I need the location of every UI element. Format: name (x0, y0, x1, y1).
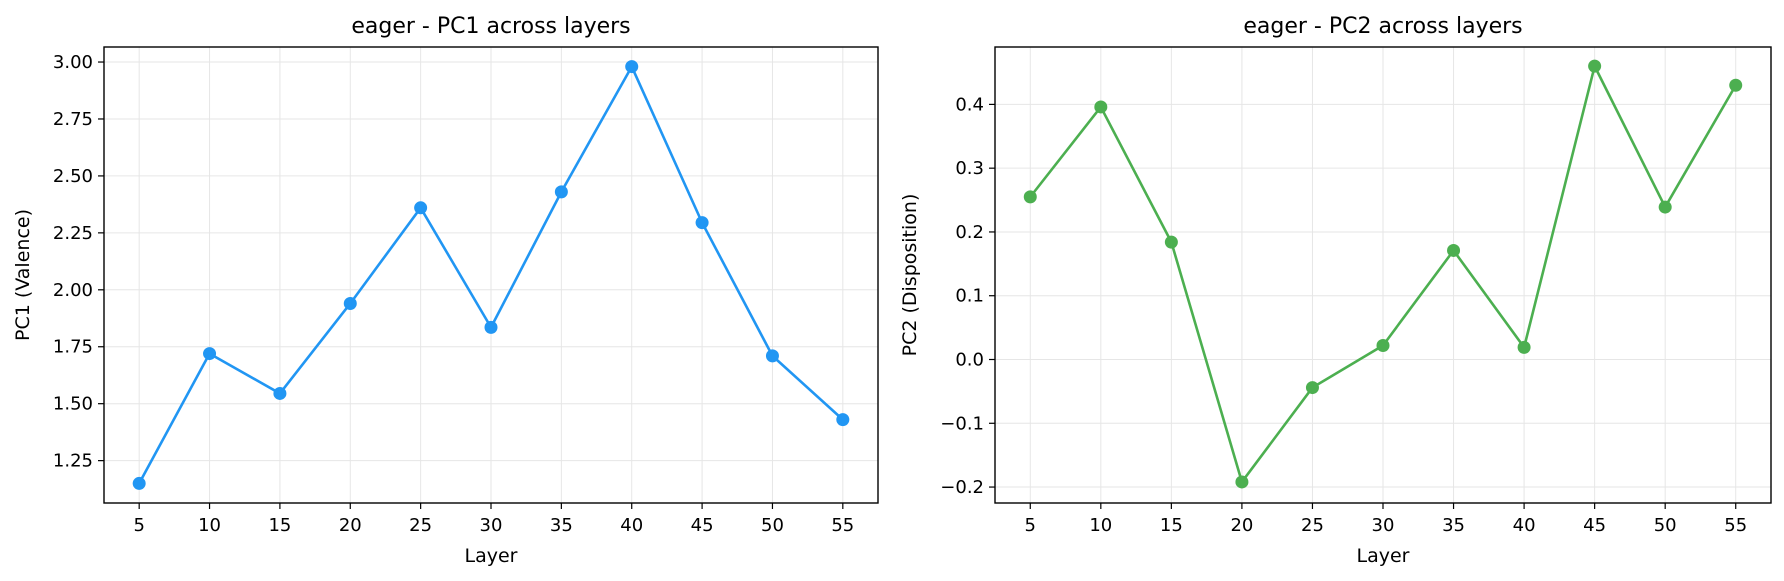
grid (104, 47, 878, 503)
x-tick-label: 30 (1372, 515, 1395, 536)
data-point (273, 386, 287, 400)
data-point (484, 320, 498, 334)
y-tick-label: −0.1 (940, 413, 984, 434)
x-axis-label: Layer (1357, 545, 1410, 567)
x-tick-label: 40 (620, 515, 643, 536)
x-tick-label: 15 (268, 515, 291, 536)
x-tick-label: 15 (1160, 515, 1183, 536)
y-tick-label: 1.75 (53, 337, 93, 358)
y-tick-label: 2.00 (53, 280, 93, 301)
data-point (343, 296, 357, 310)
data-point (1588, 59, 1602, 73)
y-tick-label: 2.75 (53, 109, 93, 130)
x-tick-label: 10 (1089, 515, 1112, 536)
y-axis-label: PC1 (Valence) (12, 209, 34, 341)
data-point (1235, 475, 1249, 489)
x-tick-label: 20 (1230, 515, 1253, 536)
series (1023, 59, 1743, 489)
plot-frame (994, 46, 1772, 504)
grid (995, 47, 1771, 503)
data-point (1094, 100, 1108, 114)
y-tick-label: 1.50 (53, 394, 93, 415)
y-tick-label: 3.00 (53, 52, 93, 73)
x-tick-label: 40 (1513, 515, 1536, 536)
data-point (1658, 200, 1672, 214)
y-tick-label: 2.50 (53, 166, 93, 187)
x-tick-label: 5 (133, 515, 144, 536)
x-axis-label: Layer (465, 545, 518, 567)
y-tick-label: 0.2 (955, 222, 984, 243)
data-point (554, 185, 568, 199)
y-tick-label: 0.0 (955, 350, 984, 371)
x-tick-label: 5 (1025, 515, 1036, 536)
data-point (1376, 338, 1390, 352)
axes: 5 10 15 20 25 30 35 40 45 50 55 −0.2 −0.1 0.0 0.1 0.2 0.… (940, 46, 1772, 536)
chart-title: eager - PC2 across layers (1243, 14, 1522, 39)
data-point (1517, 340, 1531, 354)
data-point (765, 349, 779, 363)
data-point (1447, 243, 1461, 257)
data-point (625, 60, 639, 74)
x-tick-label: 25 (409, 515, 432, 536)
data-point (414, 201, 428, 215)
y-tick-label: −0.2 (940, 477, 984, 498)
x-tick-label: 55 (1724, 515, 1747, 536)
y-tick-label: 0.4 (955, 94, 984, 115)
y-tick-label: 2.25 (53, 223, 93, 244)
series (132, 60, 850, 490)
x-tick-label: 30 (480, 515, 503, 536)
data-point (203, 347, 217, 361)
data-point (836, 413, 850, 427)
data-point (132, 476, 146, 490)
data-point (1305, 381, 1319, 395)
chart-pc2: eager - PC2 across layers Layer PC2 (Dis… (899, 14, 1772, 567)
plot-frame (103, 46, 879, 504)
chart-title: eager - PC1 across layers (351, 14, 630, 39)
axes: 5 10 15 20 25 30 35 40 45 50 55 1.25 1.50 1.75 2.00 2.2… (53, 46, 879, 536)
chart-pc1: eager - PC1 across layers Layer PC1 (Val… (12, 14, 879, 567)
x-tick-label: 35 (1442, 515, 1465, 536)
x-tick-label: 45 (691, 515, 714, 536)
x-tick-label: 45 (1583, 515, 1606, 536)
data-point (1729, 78, 1743, 92)
y-tick-label: 0.1 (955, 286, 984, 307)
x-tick-label: 10 (198, 515, 221, 536)
data-point (1164, 235, 1178, 249)
x-tick-label: 55 (831, 515, 854, 536)
data-point (695, 216, 709, 230)
x-tick-label: 20 (339, 515, 362, 536)
x-tick-label: 50 (761, 515, 784, 536)
data-point (1023, 190, 1037, 204)
x-tick-label: 35 (550, 515, 573, 536)
y-tick-label: 1.25 (53, 451, 93, 472)
y-tick-label: 0.3 (955, 158, 984, 179)
x-tick-label: 50 (1654, 515, 1677, 536)
y-axis-label: PC2 (Disposition) (899, 194, 921, 357)
x-tick-label: 25 (1301, 515, 1324, 536)
